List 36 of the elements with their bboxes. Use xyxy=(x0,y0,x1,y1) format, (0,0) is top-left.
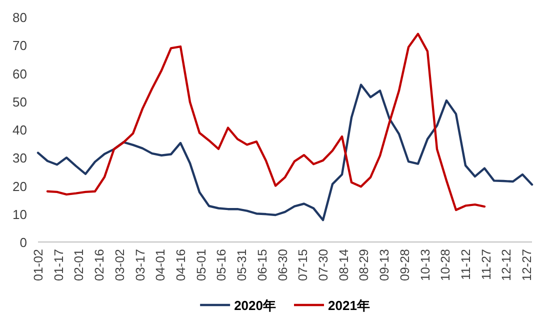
x-tick-label: 06-30 xyxy=(276,248,290,281)
x-tick-label: 05-01 xyxy=(194,248,208,281)
x-tick-label: 09-28 xyxy=(398,248,412,281)
y-tick-label: 70 xyxy=(12,38,27,54)
x-tick-label: 01-17 xyxy=(52,248,66,281)
x-tick-label: 08-14 xyxy=(336,248,351,281)
x-tick-label: 08-29 xyxy=(357,248,372,281)
x-tick-label: 10-28 xyxy=(438,248,453,281)
y-tick-label: 80 xyxy=(12,10,27,25)
x-tick-label: 05-16 xyxy=(214,248,229,281)
y-tick-label: 40 xyxy=(12,122,27,138)
x-tick-label: 10-13 xyxy=(418,248,432,281)
x-tick-label: 02-16 xyxy=(92,248,107,281)
y-tick-label: 50 xyxy=(12,94,27,110)
x-tick-label: 12-12 xyxy=(500,248,514,281)
x-tick-label: 11-12 xyxy=(459,248,473,280)
x-tick-label: 11-27 xyxy=(479,248,494,280)
x-tick-label: 02-01 xyxy=(72,248,86,281)
y-tick-label: 60 xyxy=(12,66,27,82)
x-tick-label: 06-15 xyxy=(255,248,270,281)
x-tick-label: 07-15 xyxy=(296,248,310,281)
x-tick-label: 04-01 xyxy=(154,248,168,281)
x-tick-label: 12-27 xyxy=(520,248,534,281)
x-tick-label: 01-02 xyxy=(32,248,46,281)
y-tick-label: 30 xyxy=(12,150,27,166)
legend-label: 2020年 xyxy=(234,298,276,313)
x-tick-label: 09-13 xyxy=(378,248,392,281)
x-tick-label: 03-17 xyxy=(133,248,148,281)
y-tick-label: 20 xyxy=(12,178,27,194)
y-tick-label: 0 xyxy=(20,235,27,250)
x-tick-label: 03-02 xyxy=(112,248,127,281)
legend-label: 2021年 xyxy=(328,298,370,313)
x-tick-label: 07-30 xyxy=(316,248,330,281)
x-tick-label: 05-31 xyxy=(235,248,250,281)
x-tick-label: 04-16 xyxy=(174,248,188,281)
y-tick-label: 10 xyxy=(12,206,27,222)
